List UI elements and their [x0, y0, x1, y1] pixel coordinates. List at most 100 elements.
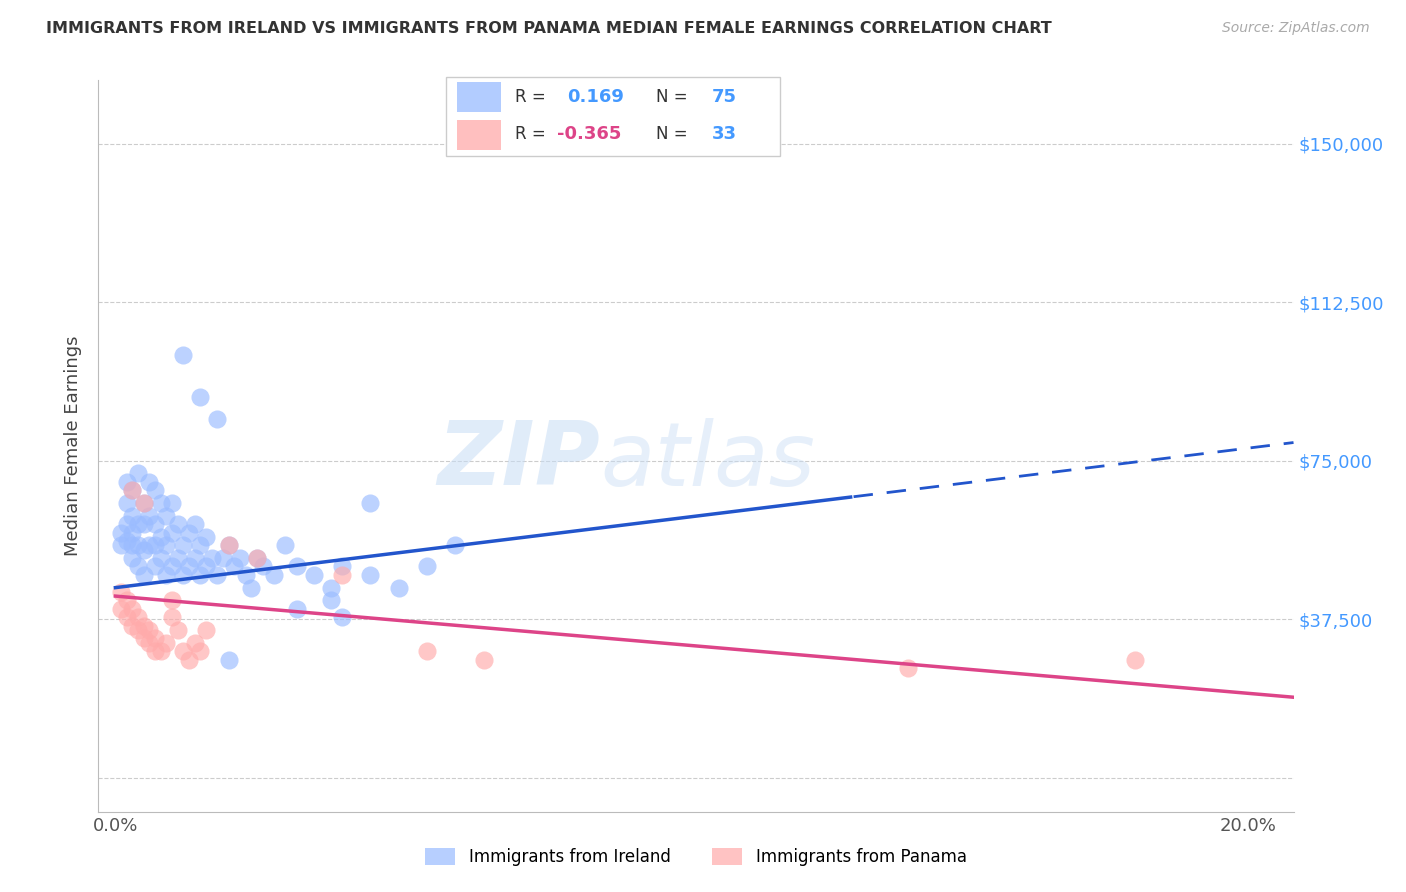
Text: -0.365: -0.365	[557, 126, 621, 144]
Point	[218, 538, 240, 552]
Point	[201, 551, 224, 566]
Point	[330, 559, 353, 574]
Point	[1123, 652, 1146, 666]
Point	[177, 559, 200, 574]
Point	[143, 644, 166, 658]
Point	[115, 534, 138, 549]
Point	[127, 610, 149, 624]
Point	[121, 483, 143, 498]
Point	[319, 593, 342, 607]
Point	[218, 652, 240, 666]
Point	[110, 585, 132, 599]
Point	[183, 635, 205, 649]
Point	[138, 635, 160, 649]
Point	[160, 525, 183, 540]
Point	[416, 559, 439, 574]
Point	[121, 551, 143, 566]
Point	[224, 559, 246, 574]
Point	[143, 517, 166, 532]
Point	[155, 538, 177, 552]
Point	[121, 525, 143, 540]
Point	[246, 551, 269, 566]
FancyBboxPatch shape	[457, 120, 502, 150]
Point	[172, 644, 194, 658]
Point	[149, 496, 172, 510]
Point	[172, 568, 194, 582]
Point	[149, 530, 172, 544]
Text: R =: R =	[515, 87, 551, 106]
Legend: Immigrants from Ireland, Immigrants from Panama: Immigrants from Ireland, Immigrants from…	[419, 841, 973, 873]
Point	[207, 411, 229, 425]
Point	[138, 475, 160, 489]
Point	[127, 517, 149, 532]
Point	[110, 525, 132, 540]
Point	[115, 517, 138, 532]
Point	[330, 610, 353, 624]
Point	[444, 538, 467, 552]
Point	[155, 508, 177, 523]
Point	[472, 652, 495, 666]
Point	[149, 551, 172, 566]
Point	[246, 551, 269, 566]
Point	[132, 542, 155, 557]
Text: atlas: atlas	[600, 417, 815, 504]
Point	[252, 559, 274, 574]
Point	[195, 623, 218, 637]
Point	[132, 517, 155, 532]
Point	[166, 517, 188, 532]
Point	[240, 581, 263, 595]
Point	[127, 467, 149, 481]
Text: ZIP: ZIP	[437, 417, 600, 504]
Point	[190, 538, 212, 552]
Point	[177, 652, 200, 666]
Point	[319, 581, 342, 595]
Point	[115, 496, 138, 510]
Point	[149, 644, 172, 658]
Y-axis label: Median Female Earnings: Median Female Earnings	[65, 335, 83, 557]
Point	[263, 568, 285, 582]
FancyBboxPatch shape	[446, 78, 780, 156]
Point	[897, 661, 920, 675]
Text: 75: 75	[711, 87, 737, 106]
Point	[132, 618, 155, 632]
Point	[160, 559, 183, 574]
Point	[212, 551, 235, 566]
Point	[359, 568, 381, 582]
Point	[302, 568, 325, 582]
Point	[110, 601, 132, 615]
Point	[121, 601, 143, 615]
Point	[330, 568, 353, 582]
Text: N =: N =	[657, 126, 693, 144]
Point	[121, 483, 143, 498]
Point	[121, 508, 143, 523]
Point	[177, 525, 200, 540]
Point	[115, 593, 138, 607]
Text: IMMIGRANTS FROM IRELAND VS IMMIGRANTS FROM PANAMA MEDIAN FEMALE EARNINGS CORRELA: IMMIGRANTS FROM IRELAND VS IMMIGRANTS FR…	[46, 21, 1052, 37]
Point	[388, 581, 411, 595]
Point	[229, 551, 252, 566]
Point	[127, 623, 149, 637]
Point	[190, 390, 212, 404]
Point	[359, 496, 381, 510]
Point	[127, 538, 149, 552]
Point	[160, 496, 183, 510]
Point	[138, 538, 160, 552]
Point	[183, 517, 205, 532]
Text: Source: ZipAtlas.com: Source: ZipAtlas.com	[1222, 21, 1369, 36]
Point	[143, 559, 166, 574]
Point	[190, 568, 212, 582]
Point	[274, 538, 297, 552]
Point	[121, 538, 143, 552]
Point	[285, 601, 308, 615]
Point	[166, 551, 188, 566]
Point	[115, 610, 138, 624]
Point	[183, 551, 205, 566]
Point	[110, 538, 132, 552]
Point	[207, 568, 229, 582]
Point	[160, 610, 183, 624]
Point	[160, 593, 183, 607]
Point	[218, 538, 240, 552]
Point	[172, 348, 194, 362]
Point	[155, 568, 177, 582]
Point	[195, 530, 218, 544]
